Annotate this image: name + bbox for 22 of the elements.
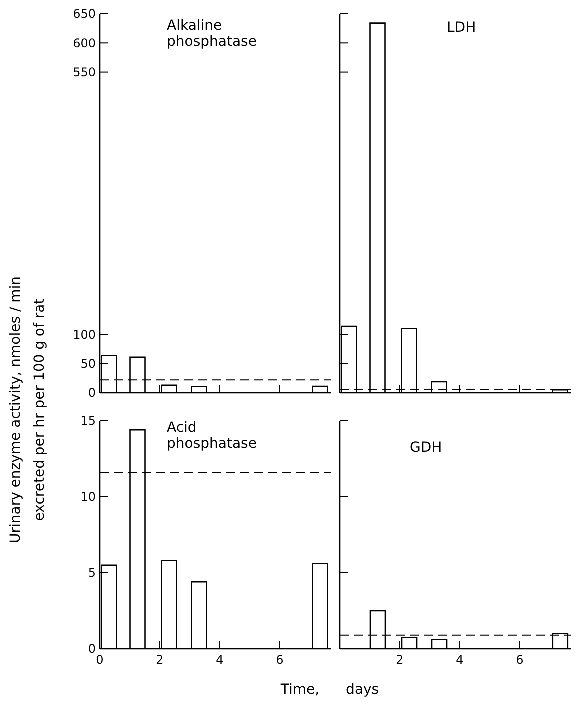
y-tick-label: 600 — [73, 36, 96, 50]
x-tick-label: 2 — [156, 653, 164, 667]
text: GDH — [410, 440, 444, 456]
y-tick-label: 100 — [73, 328, 96, 342]
y-tick-label: 0 — [88, 642, 96, 656]
x-tick-label: 4 — [456, 653, 464, 667]
text: Alkaline phosphatase — [167, 18, 258, 50]
y-tick-label: 15 — [80, 414, 96, 428]
x-tick-label: 6 — [276, 653, 284, 667]
y-tick-label: 550 — [73, 66, 96, 80]
x-tick-label: 6 — [516, 653, 524, 667]
text: Acid phosphatase — [167, 420, 258, 452]
x-tick-label: 2 — [396, 653, 404, 667]
y-tick-label: 10 — [80, 490, 96, 504]
y-tick-label: 0 — [88, 386, 96, 400]
y-tick-label: 5 — [88, 566, 96, 580]
x-tick-label: 4 — [216, 653, 224, 667]
y-axis-title: Urinary enzyme activity, nmoles / min excreted per hr per 100 g of rat — [8, 276, 48, 544]
y-tick-label: 650 — [73, 7, 96, 22]
y-tick-label: 50 — [80, 357, 96, 372]
chart-title: LDH — [447, 20, 478, 36]
x-axis-title: Time, days — [280, 682, 380, 698]
